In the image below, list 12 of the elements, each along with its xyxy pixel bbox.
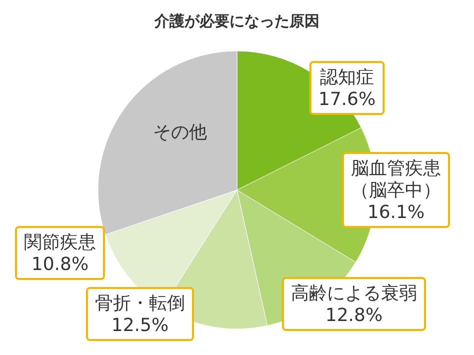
slice-label: 高齢による衰弱	[291, 283, 417, 304]
slice-label: 関節疾患	[24, 232, 96, 253]
chart-title: 介護が必要になった原因	[154, 12, 320, 30]
data-label: 10.8%	[31, 254, 89, 275]
slice-label: その他	[153, 122, 207, 143]
slice-label: 脳血管疾患（脳卒中）	[351, 158, 441, 201]
slice-label: 骨折・転倒	[95, 293, 185, 314]
data-label: 12.8%	[325, 305, 383, 326]
slice-label: 認知症	[320, 67, 374, 88]
data-label: 16.1%	[367, 202, 425, 223]
data-label: 17.6%	[318, 89, 376, 110]
data-label: 12.5%	[111, 315, 169, 336]
